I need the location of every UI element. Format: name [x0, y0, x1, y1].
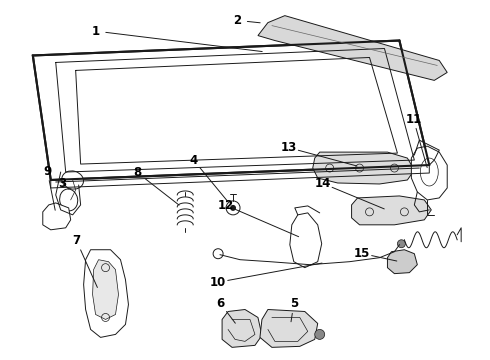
Text: 12: 12	[218, 199, 234, 212]
Text: 9: 9	[43, 165, 51, 177]
Text: 10: 10	[210, 276, 226, 289]
Text: 1: 1	[92, 25, 100, 38]
Polygon shape	[352, 196, 431, 225]
Text: 8: 8	[133, 166, 142, 179]
Ellipse shape	[420, 158, 438, 186]
Polygon shape	[388, 250, 417, 274]
Text: 7: 7	[73, 234, 81, 247]
Circle shape	[230, 205, 236, 211]
Polygon shape	[33, 41, 429, 180]
Polygon shape	[84, 250, 128, 337]
Circle shape	[226, 201, 240, 215]
Polygon shape	[222, 310, 262, 347]
Polygon shape	[313, 152, 415, 184]
Text: 5: 5	[290, 297, 298, 310]
Polygon shape	[260, 310, 318, 347]
Text: 2: 2	[234, 14, 242, 27]
Text: 15: 15	[354, 247, 370, 260]
Text: 13: 13	[281, 141, 297, 154]
Polygon shape	[43, 203, 71, 230]
Polygon shape	[258, 15, 447, 80]
Text: 14: 14	[315, 177, 331, 190]
Ellipse shape	[60, 189, 78, 211]
Text: 6: 6	[217, 297, 225, 310]
Ellipse shape	[62, 171, 83, 189]
Polygon shape	[412, 146, 447, 200]
Polygon shape	[93, 260, 119, 319]
Text: 4: 4	[190, 154, 198, 167]
Circle shape	[315, 329, 325, 339]
Text: 3: 3	[58, 177, 66, 190]
Text: 11: 11	[405, 113, 421, 126]
Circle shape	[397, 240, 405, 248]
Polygon shape	[290, 213, 322, 268]
